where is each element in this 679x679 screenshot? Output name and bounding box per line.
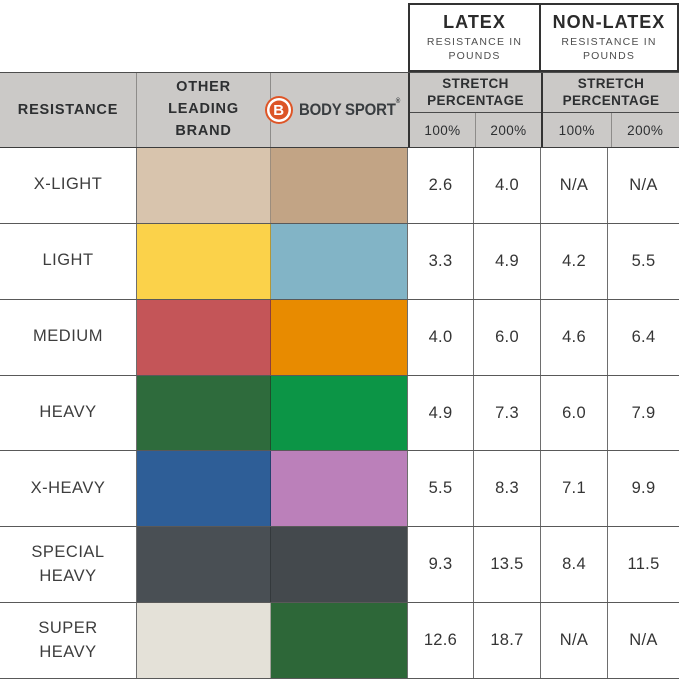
table-row-light: LIGHT 3.3 4.9 4.2 5.5 bbox=[0, 223, 679, 300]
table-row-super-heavy: SUPER HEAVY 12.6 18.7 N/A N/A bbox=[0, 603, 679, 679]
body-sport-column-header: B BODY SPORT® bbox=[265, 73, 408, 147]
resistance-level-label: X-LIGHT bbox=[0, 148, 137, 223]
top-spacer bbox=[0, 3, 408, 72]
table-body: X-LIGHT 2.6 4.0 N/A N/A LIGHT 3.3 4.9 4.… bbox=[0, 148, 679, 679]
non-latex-100-header: 100% bbox=[543, 113, 612, 147]
latex-stretch-group: STRETCH PERCENTAGE 100% 200% bbox=[408, 73, 541, 147]
latex-100-header: 100% bbox=[410, 113, 476, 147]
body-sport-wordmark: BODY SPORT® bbox=[299, 98, 401, 120]
resistance-level-label: X-HEAVY bbox=[0, 451, 137, 527]
other-brand-color-swatch bbox=[137, 223, 271, 299]
non-latex-100-value: 7.1 bbox=[541, 451, 608, 527]
latex-200-value: 18.7 bbox=[474, 603, 541, 679]
non-latex-stretch-percentage-header: STRETCH PERCENTAGE bbox=[543, 73, 679, 113]
non-latex-200-value: N/A bbox=[629, 175, 658, 194]
latex-percent-columns: 100% 200% bbox=[410, 113, 541, 147]
table-row-medium: MEDIUM 4.0 6.0 4.6 6.4 bbox=[0, 299, 679, 376]
resistance-level-label: MEDIUM bbox=[0, 299, 137, 375]
body-sport-color-swatch bbox=[271, 527, 408, 603]
latex-100-value: 9.3 bbox=[408, 527, 474, 603]
latex-100-value: 2.6 bbox=[408, 148, 474, 223]
table-row-special-heavy: SPECIAL HEAVY 9.3 13.5 8.4 11.5 bbox=[0, 527, 679, 604]
other-brand-column-header: OTHER LEADING BRAND bbox=[137, 73, 271, 147]
non-latex-100-value: N/A bbox=[541, 148, 608, 223]
latex-200-header: 200% bbox=[490, 122, 527, 138]
non-latex-subtitle: RESISTANCE IN POUNDS bbox=[561, 35, 657, 62]
non-latex-group-header: NON-LATEX RESISTANCE IN POUNDS bbox=[541, 3, 679, 72]
stretch-percentage-headers: STRETCH PERCENTAGE 100% 200% STRETCH PER… bbox=[408, 73, 679, 147]
resistance-level-label: LIGHT bbox=[0, 223, 137, 299]
body-sport-color-swatch bbox=[271, 148, 408, 223]
brand-word-body: BODY bbox=[299, 100, 342, 119]
group-header-row: LATEX RESISTANCE IN POUNDS NON-LATEX RES… bbox=[0, 0, 679, 72]
non-latex-200-value: 9.9 bbox=[631, 479, 656, 498]
non-latex-percent-columns: 100% 200% bbox=[543, 113, 679, 147]
latex-100-value: 4.9 bbox=[408, 375, 474, 451]
latex-100-value: 4.0 bbox=[408, 299, 474, 375]
latex-200-value: 7.3 bbox=[474, 375, 541, 451]
non-latex-100-value: 4.6 bbox=[541, 299, 608, 375]
latex-100-value: 3.3 bbox=[408, 223, 474, 299]
other-brand-color-swatch bbox=[137, 527, 271, 603]
non-latex-100-value: 4.2 bbox=[541, 223, 608, 299]
table-row-heavy: HEAVY 4.9 7.3 6.0 7.9 bbox=[0, 375, 679, 452]
latex-200-value: 4.9 bbox=[474, 223, 541, 299]
registered-trademark-icon: ® bbox=[395, 98, 401, 105]
non-latex-100-value: N/A bbox=[541, 603, 608, 679]
other-brand-column-label: OTHER LEADING BRAND bbox=[168, 79, 239, 139]
non-latex-200-value: N/A bbox=[629, 631, 658, 650]
other-brand-color-swatch bbox=[137, 603, 271, 679]
table-row-x-heavy: X-HEAVY 5.5 8.3 7.1 9.9 bbox=[0, 451, 679, 528]
latex-200-value: 13.5 bbox=[474, 527, 541, 603]
latex-stretch-percentage-header: STRETCH PERCENTAGE bbox=[410, 73, 541, 113]
resistance-level-label: SPECIAL HEAVY bbox=[0, 527, 137, 603]
other-brand-color-swatch bbox=[137, 451, 271, 527]
body-sport-logo: B BODY SPORT® bbox=[265, 96, 414, 124]
latex-title: LATEX bbox=[443, 11, 506, 32]
resistance-column-header: RESISTANCE bbox=[0, 73, 137, 147]
body-sport-color-swatch bbox=[271, 299, 408, 375]
latex-200-value: 4.0 bbox=[474, 148, 541, 223]
latex-subtitle: RESISTANCE IN POUNDS bbox=[426, 35, 523, 62]
resistance-level-label: SUPER HEAVY bbox=[0, 603, 137, 679]
non-latex-200-value: 6.4 bbox=[631, 327, 656, 346]
other-brand-color-swatch bbox=[137, 148, 271, 223]
body-sport-color-swatch bbox=[271, 451, 408, 527]
non-latex-100-value: 6.0 bbox=[541, 375, 608, 451]
latex-200-value: 6.0 bbox=[474, 299, 541, 375]
other-brand-color-swatch bbox=[137, 299, 271, 375]
body-sport-color-swatch bbox=[271, 375, 408, 451]
non-latex-200-value: 5.5 bbox=[631, 251, 656, 270]
table-row-x-light: X-LIGHT 2.6 4.0 N/A N/A bbox=[0, 148, 679, 224]
non-latex-title: NON-LATEX bbox=[552, 11, 666, 32]
body-sport-color-swatch bbox=[271, 603, 408, 679]
non-latex-stretch-group: STRETCH PERCENTAGE 100% 200% bbox=[541, 73, 679, 147]
body-sport-logo-icon: B bbox=[265, 96, 294, 124]
latex-100-value: 12.6 bbox=[408, 603, 474, 679]
latex-200-value: 8.3 bbox=[474, 451, 541, 527]
latex-group-header: LATEX RESISTANCE IN POUNDS bbox=[408, 3, 541, 72]
non-latex-100-value: 8.4 bbox=[541, 527, 608, 603]
column-header-row: RESISTANCE OTHER LEADING BRAND B BODY SPO… bbox=[0, 72, 679, 148]
latex-100-value: 5.5 bbox=[408, 451, 474, 527]
non-latex-200-header: 200% bbox=[627, 122, 664, 138]
body-sport-color-swatch bbox=[271, 223, 408, 299]
non-latex-200-value: 11.5 bbox=[627, 555, 660, 574]
other-brand-color-swatch bbox=[137, 375, 271, 451]
resistance-level-label: HEAVY bbox=[0, 375, 137, 451]
brand-word-sport: SPORT bbox=[345, 100, 396, 119]
non-latex-200-value: 7.9 bbox=[631, 403, 656, 422]
